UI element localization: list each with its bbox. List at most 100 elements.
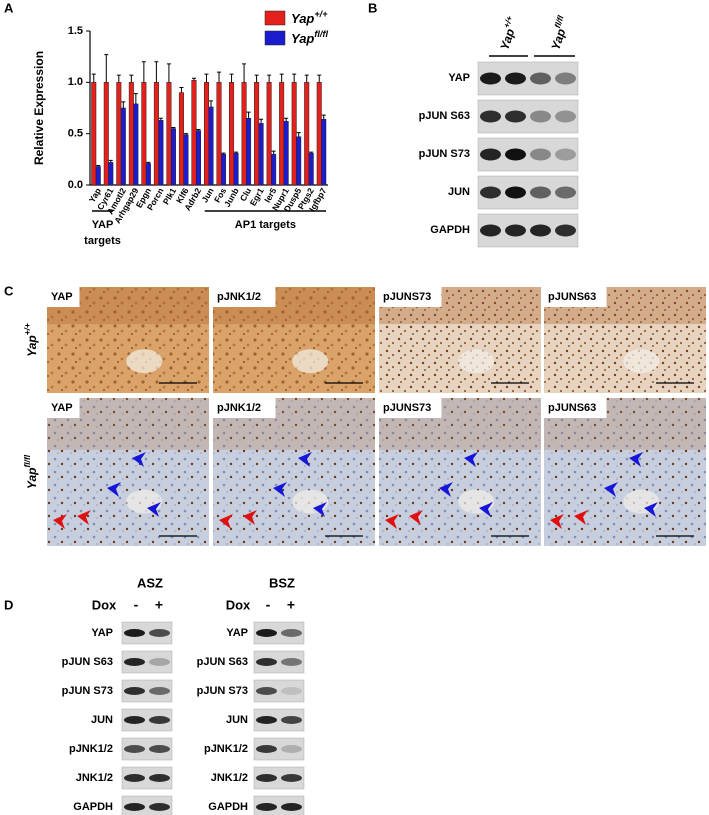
blot-band — [530, 148, 551, 161]
bar — [271, 153, 277, 186]
condition-label: + — [287, 597, 295, 613]
condition-label: - — [266, 597, 271, 613]
column-label: Yapfl/fl — [546, 14, 573, 52]
error-bar — [146, 161, 151, 164]
blot-band — [505, 224, 526, 237]
blot — [121, 708, 173, 732]
legend-swatch — [264, 10, 286, 26]
blot — [253, 679, 305, 703]
blot-band — [555, 72, 576, 85]
blot-band — [530, 72, 551, 85]
blot-title: BSZ — [269, 575, 295, 590]
error-bar — [284, 117, 289, 122]
error-bar — [221, 152, 226, 155]
blot-band — [149, 629, 170, 637]
arrowhead — [439, 482, 453, 497]
bar — [191, 80, 197, 186]
error-bar — [217, 71, 222, 83]
bar — [170, 128, 176, 186]
bar — [316, 82, 322, 186]
blot-band — [530, 224, 551, 237]
blot-band — [505, 110, 526, 123]
micrograph — [544, 398, 706, 546]
row-label: JUN — [448, 186, 470, 198]
column-label: pJUNS63 — [548, 402, 596, 414]
blot-band — [124, 774, 145, 782]
bar — [283, 121, 289, 186]
row-label: YAP — [448, 72, 470, 84]
panel-letter: C — [4, 283, 14, 298]
arrowhead — [273, 482, 287, 497]
row-label: pJNK1/2 — [69, 743, 113, 755]
blot-band — [149, 716, 170, 724]
blot-band — [149, 745, 170, 753]
error-bar — [229, 73, 234, 83]
error-bar — [321, 114, 326, 120]
error-bar — [96, 164, 101, 167]
bar — [91, 82, 97, 186]
row-label: YAP — [226, 627, 248, 639]
micrograph-structure — [292, 349, 329, 374]
blot-band — [256, 803, 277, 811]
blot-band — [555, 224, 576, 237]
blot-band — [530, 186, 551, 199]
blot-band — [149, 774, 170, 782]
bar — [208, 106, 214, 186]
error-bar — [242, 63, 247, 83]
arrowhead — [107, 482, 121, 497]
bar — [116, 82, 122, 186]
blot-band — [555, 186, 576, 199]
micrograph-structure — [458, 349, 495, 374]
error-bar — [171, 127, 176, 129]
row-label: pJUN S63 — [197, 656, 248, 668]
treatment-label: Dox — [92, 597, 117, 612]
blot-band — [480, 186, 501, 199]
group-label: targets — [84, 235, 121, 247]
row-label: Yap+/+ — [22, 323, 39, 357]
panel-letter: B — [368, 0, 377, 15]
row-label: pJNK1/2 — [204, 743, 248, 755]
blot-title: ASZ — [137, 575, 163, 590]
blot — [121, 650, 173, 674]
bar — [321, 119, 327, 186]
blot-band — [124, 658, 145, 666]
bar — [254, 82, 260, 186]
label-box — [379, 287, 442, 307]
arrowhead — [550, 514, 564, 529]
row-label: pJUN S73 — [197, 685, 248, 697]
bar — [133, 103, 139, 186]
micrograph-structure — [458, 489, 495, 514]
label-box — [47, 287, 80, 307]
bar — [183, 134, 189, 186]
error-bar — [91, 73, 96, 83]
blot-band — [530, 110, 551, 123]
error-bar — [309, 151, 314, 154]
error-bar — [267, 74, 272, 83]
column-label: pJUNS73 — [383, 402, 431, 414]
bar — [266, 82, 272, 186]
row-label: JUN — [91, 714, 113, 726]
error-bar — [158, 117, 163, 121]
row-label-base: Yap — [25, 468, 39, 490]
panel-letter: A — [4, 0, 14, 15]
error-bar — [234, 151, 239, 154]
blot-band — [281, 745, 302, 753]
error-bar — [259, 118, 264, 124]
bar — [95, 166, 101, 186]
blot-band — [149, 658, 170, 666]
arrowhead — [53, 514, 67, 529]
label-box — [544, 398, 607, 418]
blot-band — [256, 629, 277, 637]
error-bar — [304, 74, 309, 83]
bar — [158, 120, 164, 186]
row-label: JNK1/2 — [76, 772, 113, 784]
y-tick-label: 1.0 — [68, 76, 83, 88]
legend-label: Yap+/+ — [291, 9, 328, 26]
arrowhead — [77, 510, 91, 525]
row-label: GAPDH — [208, 801, 248, 813]
error-bar — [129, 74, 134, 83]
arrowhead — [147, 502, 161, 517]
arrowhead — [132, 452, 146, 467]
error-bar — [271, 150, 276, 155]
